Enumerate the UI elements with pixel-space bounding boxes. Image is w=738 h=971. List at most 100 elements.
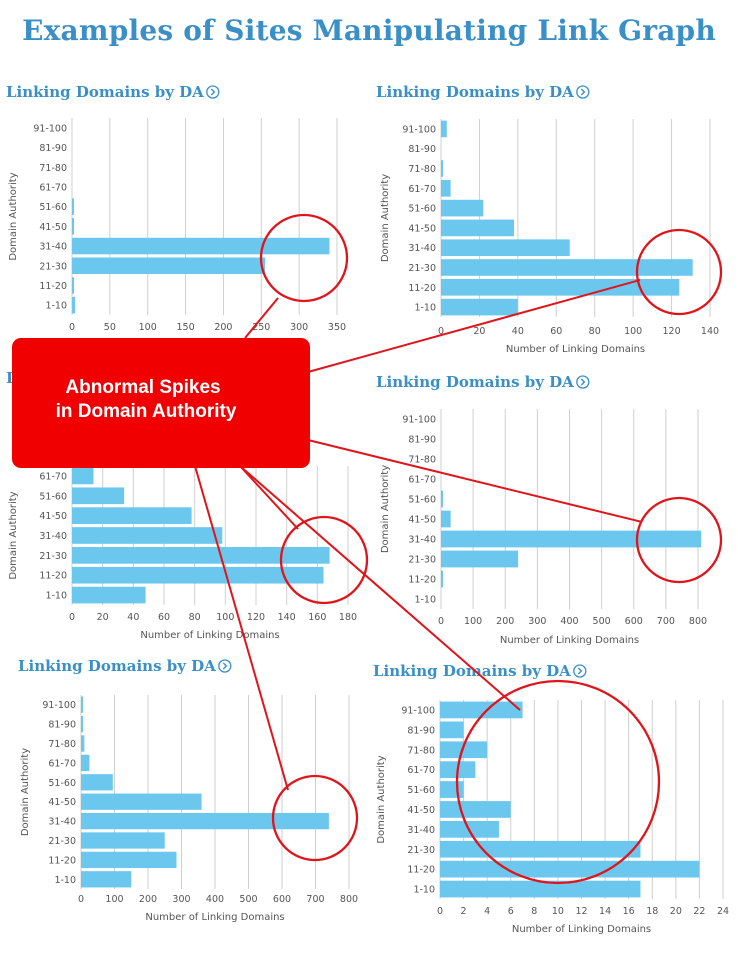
bar bbox=[441, 278, 680, 296]
x-tick-label: 120 bbox=[247, 612, 265, 623]
x-tick-label: 100 bbox=[216, 612, 234, 623]
bar bbox=[81, 832, 165, 849]
x-axis-label: Number of Linking Domains bbox=[140, 630, 279, 641]
y-tick-label: 71-80 bbox=[407, 745, 435, 756]
info-circle-icon[interactable] bbox=[206, 85, 220, 99]
callout-box: Abnormal Spikes in Domain Authority bbox=[12, 338, 310, 468]
y-tick-label: 81-90 bbox=[408, 435, 436, 446]
y-tick-label: 71-80 bbox=[408, 455, 436, 466]
x-tick-label: 700 bbox=[657, 616, 675, 627]
x-tick-label: 180 bbox=[339, 612, 357, 623]
y-tick-label: 1-10 bbox=[414, 303, 436, 314]
x-tick-label: 0 bbox=[437, 906, 443, 917]
x-tick-label: 160 bbox=[308, 612, 326, 623]
bar bbox=[441, 550, 519, 568]
info-circle-icon[interactable] bbox=[576, 85, 590, 99]
chart-title: Linking Domains by DA bbox=[6, 83, 204, 101]
x-tick-label: 600 bbox=[273, 894, 291, 905]
bar bbox=[440, 860, 700, 878]
x-tick-label: 0 bbox=[438, 616, 444, 627]
info-circle-icon[interactable] bbox=[573, 664, 587, 678]
info-circle-icon[interactable] bbox=[576, 375, 590, 389]
y-tick-label: 61-70 bbox=[407, 765, 435, 776]
annotation-overlay bbox=[194, 213, 723, 885]
x-tick-label: 100 bbox=[105, 894, 123, 905]
callout-background bbox=[12, 338, 310, 468]
y-tick-label: 31-40 bbox=[39, 531, 67, 542]
connector-line bbox=[307, 439, 643, 523]
bar bbox=[440, 701, 523, 719]
y-axis-label: Domain Authority bbox=[380, 465, 391, 553]
bar bbox=[72, 257, 266, 275]
bar bbox=[441, 570, 443, 588]
y-tick-label: 41-50 bbox=[39, 222, 67, 233]
y-tick-label: 21-30 bbox=[39, 261, 67, 272]
chart-title: Linking Domains by DA bbox=[376, 83, 574, 101]
y-tick-label: 71-80 bbox=[48, 739, 76, 750]
y-axis-label: Domain Authority bbox=[380, 174, 391, 262]
y-axis-label: Domain Authority bbox=[376, 755, 387, 843]
info-circle-icon[interactable] bbox=[218, 659, 232, 673]
chart-5: Linking Domains by DA 0 100 200 300 400 500 600… bbox=[18, 657, 358, 923]
bar bbox=[440, 880, 641, 898]
y-tick-label: 81-90 bbox=[408, 144, 436, 155]
y-tick-label: 31-40 bbox=[408, 535, 436, 546]
x-axis-label: Number of Linking Domains bbox=[512, 924, 651, 935]
chevron-right-icon bbox=[580, 378, 586, 386]
y-tick-label: 51-60 bbox=[48, 778, 76, 789]
x-tick-label: 200 bbox=[496, 616, 514, 627]
bar bbox=[81, 754, 90, 772]
x-tick-label: 800 bbox=[340, 894, 358, 905]
y-tick-label: 61-70 bbox=[408, 475, 436, 486]
bar bbox=[81, 735, 85, 752]
y-tick-label: 81-90 bbox=[39, 143, 67, 154]
x-tick-label: 20 bbox=[97, 612, 109, 623]
y-axis-label: Domain Authority bbox=[20, 748, 31, 836]
bar bbox=[72, 507, 192, 524]
x-tick-label: 300 bbox=[528, 616, 546, 627]
bar bbox=[441, 298, 518, 316]
y-tick-label: 51-60 bbox=[39, 491, 67, 502]
x-tick-label: 500 bbox=[593, 616, 611, 627]
y-tick-label: 11-20 bbox=[407, 865, 435, 876]
chart-4: Linking Domains by DA 0 100 200 300 400 500 600… bbox=[376, 373, 707, 646]
y-tick-label: 91-100 bbox=[402, 124, 436, 135]
x-tick-label: 0 bbox=[438, 326, 444, 337]
x-tick-label: 800 bbox=[689, 616, 707, 627]
y-tick-label: 61-70 bbox=[48, 758, 76, 769]
highlight-circle bbox=[635, 228, 723, 316]
connector-line bbox=[239, 465, 299, 530]
x-tick-label: 14 bbox=[599, 906, 611, 917]
bar bbox=[441, 179, 451, 197]
y-axis-label: Domain Authority bbox=[8, 491, 19, 579]
bar bbox=[81, 812, 329, 830]
chevron-right-icon bbox=[580, 88, 586, 96]
bar bbox=[72, 218, 74, 235]
bar bbox=[72, 467, 94, 485]
y-tick-label: 1-10 bbox=[45, 301, 67, 312]
x-tick-label: 18 bbox=[646, 906, 658, 917]
x-tick-label: 8 bbox=[531, 906, 537, 917]
callout-line-2: in Domain Authority bbox=[56, 401, 237, 422]
y-tick-label: 11-20 bbox=[39, 281, 67, 292]
y-tick-label: 21-30 bbox=[407, 845, 435, 856]
x-tick-label: 20 bbox=[670, 906, 682, 917]
y-tick-label: 1-10 bbox=[54, 875, 76, 886]
connector-line bbox=[244, 297, 279, 339]
x-tick-label: 300 bbox=[290, 322, 308, 333]
x-tick-label: 100 bbox=[139, 322, 157, 333]
y-tick-label: 61-70 bbox=[408, 184, 436, 195]
x-tick-label: 60 bbox=[158, 612, 170, 623]
y-tick-label: 41-50 bbox=[48, 797, 76, 808]
info-circle-outline bbox=[218, 659, 232, 673]
bar bbox=[72, 277, 74, 294]
bar bbox=[72, 296, 76, 314]
y-tick-label: 41-50 bbox=[39, 511, 67, 522]
y-tick-label: 31-40 bbox=[408, 243, 436, 254]
x-tick-label: 4 bbox=[484, 906, 490, 917]
y-tick-label: 31-40 bbox=[407, 825, 435, 836]
y-tick-label: 1-10 bbox=[413, 885, 435, 896]
y-tick-label: 51-60 bbox=[408, 495, 436, 506]
x-tick-label: 200 bbox=[214, 322, 232, 333]
